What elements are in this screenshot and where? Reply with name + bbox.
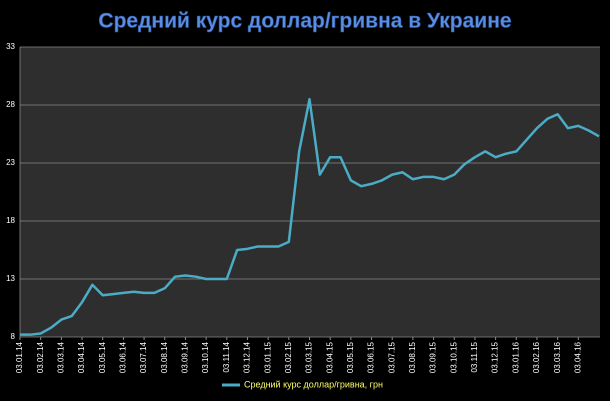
- y-tick-label: 8: [11, 332, 16, 341]
- legend-label: Средний курс доллар/гривна, грн: [244, 379, 383, 389]
- x-tick-label: 03.05.14: [98, 341, 107, 373]
- y-tick-label: 28: [6, 100, 15, 109]
- y-tick-label: 23: [6, 158, 15, 167]
- x-tick-label: 03.03.16: [553, 341, 562, 373]
- x-tick-label: 03.01.16: [511, 341, 520, 373]
- x-tick-label: 03.07.15: [387, 341, 396, 373]
- x-tick-label: 03.12.14: [243, 341, 252, 373]
- x-tick-label: 03.11.14: [222, 341, 231, 372]
- x-tick-label: 03.03.14: [56, 341, 65, 373]
- x-tick-label: 03.08.14: [160, 341, 169, 373]
- plot-area: [20, 47, 600, 337]
- x-tick-label: 03.09.14: [181, 341, 190, 373]
- data-line: [20, 97, 600, 336]
- x-tick-label: 03.10.14: [201, 341, 210, 373]
- x-tick-label: 03.01.15: [263, 341, 272, 373]
- x-tick-label: 03.02.16: [532, 341, 541, 373]
- x-tick-label: 03.04.14: [77, 341, 86, 373]
- x-tick-label: 03.09.15: [429, 341, 438, 373]
- y-tick-label: 33: [6, 42, 15, 51]
- y-tick-label: 13: [6, 274, 15, 283]
- x-tick-label: 03.02.14: [36, 341, 45, 373]
- x-tick-label: 03.03.15: [305, 341, 314, 373]
- x-tick-label: 03.06.14: [119, 341, 128, 373]
- x-tick-label: 03.06.15: [367, 341, 376, 373]
- x-tick-label: 03.04.15: [325, 341, 334, 373]
- x-tick-label: 03.05.15: [346, 341, 355, 373]
- x-tick-label: 03.10.15: [449, 341, 458, 373]
- x-tick-label: 03.07.14: [139, 341, 148, 373]
- x-tick-label: 03.04.16: [573, 341, 582, 373]
- y-tick-label: 18: [6, 216, 15, 225]
- x-tick-label: 03.02.15: [284, 341, 293, 373]
- x-tick-label: 03.08.15: [408, 341, 417, 373]
- chart-title: Средний курс доллар/гривна в Украине: [98, 10, 511, 33]
- x-tick-label: 03.01.14: [15, 341, 24, 373]
- x-tick-label: 03.12.15: [491, 341, 500, 373]
- x-tick-label: 03.11.15: [470, 341, 479, 372]
